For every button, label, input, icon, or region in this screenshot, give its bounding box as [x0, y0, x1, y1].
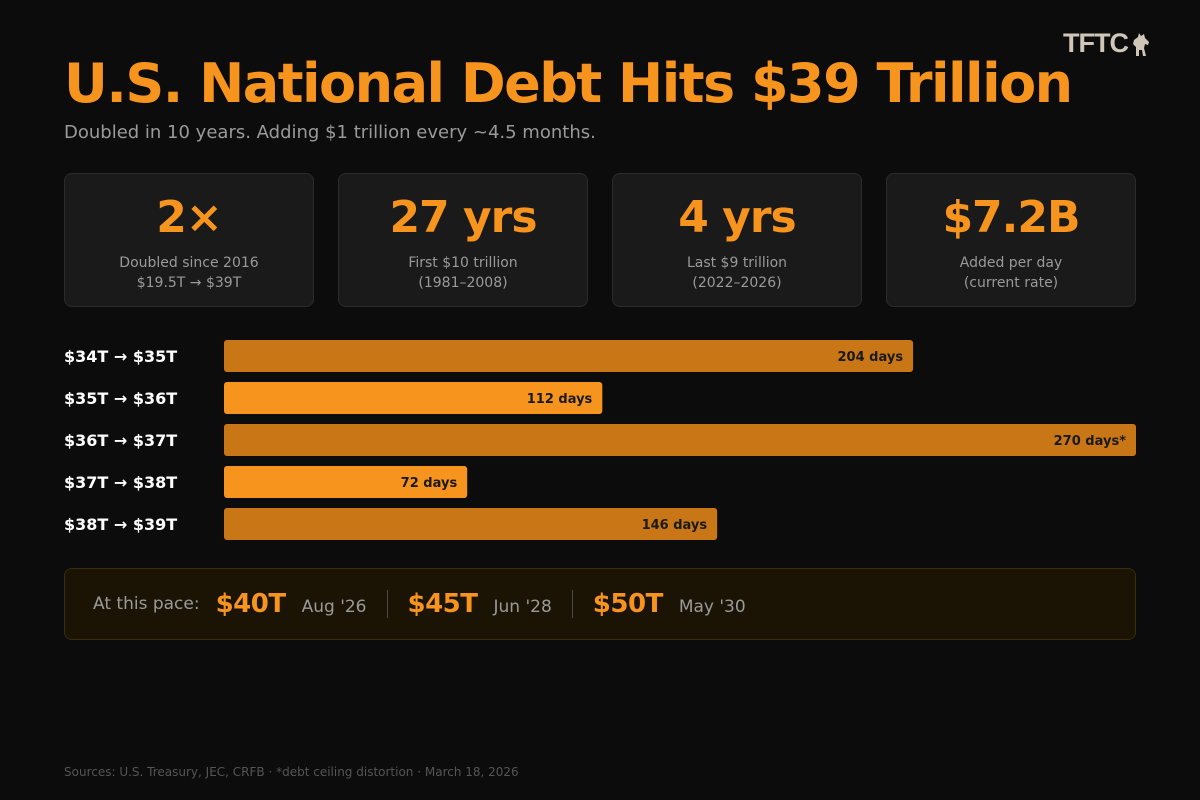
bar-category-label: $35T → $36T — [64, 389, 177, 408]
stat-card-per-day: $7.2B Added per day (current rate) — [886, 173, 1136, 307]
stat-card-doubled: 2× Doubled since 2016 $19.5T → $39T — [64, 173, 314, 307]
stat-caption: Added per day — [959, 255, 1063, 271]
bar-value-label: 146 days — [642, 518, 708, 533]
pace-divider — [571, 590, 573, 618]
pace-date: Jun '28 — [493, 597, 552, 617]
stat-value: $7.2B — [942, 192, 1080, 243]
bar-value-label: 112 days — [527, 392, 593, 407]
stat-caption: First $10 trillion — [408, 255, 518, 271]
stat-detail: (1981–2008) — [418, 275, 508, 291]
pace-milestone: $45T Jun '28 — [408, 589, 552, 619]
sources-footnote: Sources: U.S. Treasury, JEC, CRFB · *deb… — [64, 765, 519, 779]
stat-card-first-10-trillion: 27 yrs First $10 trillion (1981–2008) — [338, 173, 588, 307]
pace-amount: $50T — [592, 589, 664, 619]
horse-icon — [1133, 32, 1149, 56]
stat-caption: Doubled since 2016 — [119, 255, 259, 271]
stat-value: 4 yrs — [678, 192, 797, 243]
pace-amount: $40T — [215, 589, 287, 619]
pace-milestone: $50T May '30 — [593, 589, 746, 619]
pace-divider — [386, 590, 388, 618]
stat-card-last-9-trillion: 4 yrs Last $9 trillion (2022–2026) — [612, 173, 862, 307]
stat-caption: Last $9 trillion — [686, 255, 788, 271]
brand-logo: TFTC — [1063, 28, 1152, 59]
pace-date: Aug '26 — [301, 597, 367, 617]
bar-category-label: $37T → $38T — [64, 473, 177, 492]
pace-amount: $45T — [407, 589, 479, 619]
bar-value-label: 270 days* — [1054, 434, 1127, 449]
pace-milestone: $40T Aug '26 — [216, 589, 367, 619]
bar-value-label: 204 days — [838, 350, 904, 365]
stat-value: 27 yrs — [389, 192, 537, 243]
bar — [224, 424, 1136, 456]
pace-projection-panel: At this pace: $40T Aug '26 $45T Jun '28 … — [64, 568, 1136, 640]
bar — [224, 508, 718, 540]
bar — [224, 340, 914, 372]
bar-category-label: $34T → $35T — [64, 347, 177, 366]
stats-row: 2× Doubled since 2016 $19.5T → $39T 27 y… — [64, 173, 1136, 307]
bar-value-label: 72 days — [401, 476, 458, 491]
bar — [224, 466, 468, 498]
stat-detail: (current rate) — [963, 275, 1059, 291]
pace-date: May '30 — [678, 597, 746, 617]
stat-detail: $19.5T → $39T — [136, 275, 242, 291]
stat-value: 2× — [156, 192, 222, 243]
days-per-trillion-chart: $34T → $35T 204 days $35T → $36T 112 days $3… — [64, 340, 1136, 540]
page-subtitle: Doubled in 10 years. Adding $1 trillion … — [64, 122, 596, 143]
logo-text: TFTC — [1063, 28, 1129, 58]
bar-category-label: $38T → $39T — [64, 515, 177, 534]
bar — [224, 382, 603, 414]
page-title: U.S. National Debt Hits $39 Trillion — [64, 52, 1073, 115]
bar-category-label: $36T → $37T — [64, 431, 177, 450]
pace-label: At this pace: — [93, 594, 200, 614]
stat-detail: (2022–2026) — [692, 275, 782, 291]
